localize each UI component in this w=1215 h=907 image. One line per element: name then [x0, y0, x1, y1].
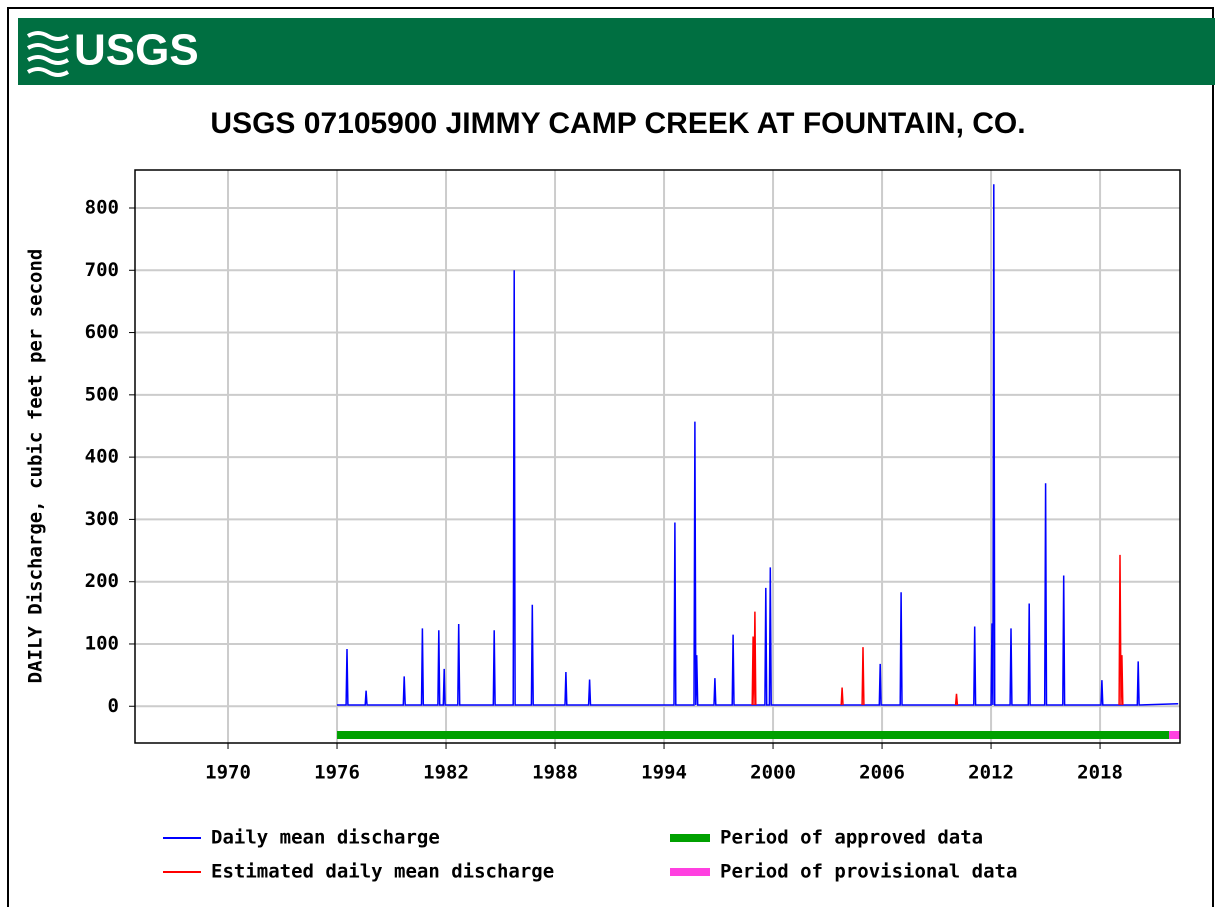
period-bar: [337, 731, 1170, 739]
x-tick-label: 1976: [314, 762, 360, 784]
y-tick-label: 0: [108, 695, 119, 717]
y-tick-label: 400: [85, 446, 119, 468]
y-tick-label: 600: [85, 321, 119, 343]
y-tick-label: 300: [85, 508, 119, 530]
y-tick-label: 200: [85, 570, 119, 592]
x-tick-label: 2000: [750, 762, 796, 784]
logo-waves: [26, 31, 70, 77]
legend-label: Daily mean discharge: [211, 827, 440, 849]
x-tick-label: 2006: [859, 762, 905, 784]
y-tick-label: 700: [85, 259, 119, 281]
y-tick-label: 500: [85, 383, 119, 405]
series-line: [751, 554, 1124, 706]
legend-label: Period of provisional data: [720, 861, 1017, 883]
chart-title: USGS 07105900 JIMMY CAMP CREEK AT FOUNTA…: [210, 107, 1025, 140]
x-tick-label: 1988: [532, 762, 578, 784]
banner: [18, 18, 1215, 85]
series-line: [337, 184, 1179, 706]
x-tick-label: 2018: [1077, 762, 1123, 784]
x-tick-label: 1970: [205, 762, 251, 784]
legend-label: Estimated daily mean discharge: [211, 861, 554, 883]
x-tick-label: 1994: [641, 762, 687, 784]
frame: [7, 7, 1214, 907]
period-bar: [1169, 731, 1180, 739]
y-axis-label: DAILY Discharge, cubic feet per second: [25, 249, 47, 684]
y-tick-label: 100: [85, 632, 119, 654]
x-tick-label: 1982: [423, 762, 469, 784]
legend-label: Period of approved data: [720, 827, 983, 849]
x-tick-label: 2012: [968, 762, 1014, 784]
logo: USGS: [74, 26, 199, 75]
plot-border: [134, 169, 1181, 744]
y-tick-label: 800: [85, 196, 119, 218]
